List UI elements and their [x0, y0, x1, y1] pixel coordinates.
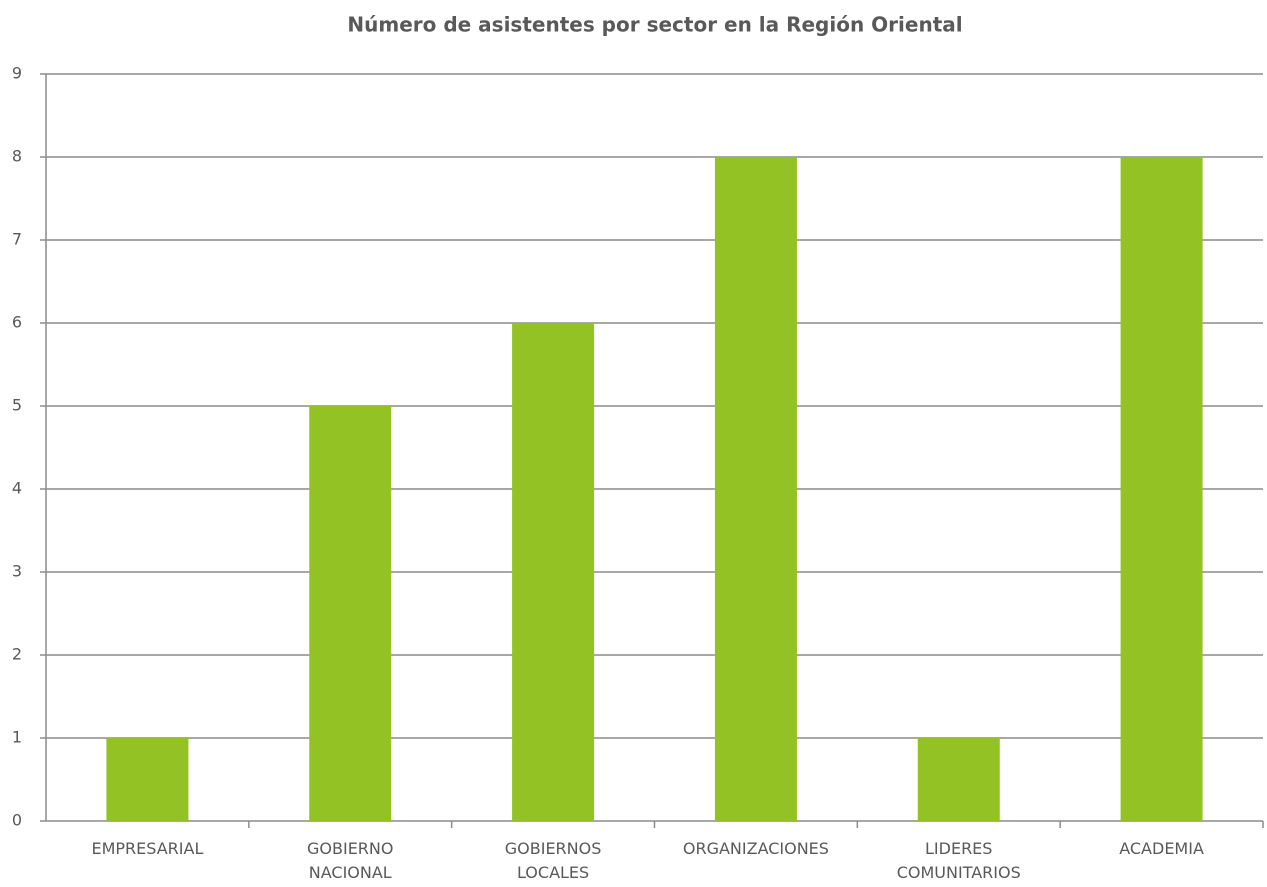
x-tick-label-box: GOBIERNOS LOCALES	[452, 837, 655, 885]
chart-title: Número de asistentes por sector en la Re…	[347, 13, 962, 37]
y-tick-label: 7	[12, 230, 22, 249]
bar	[1120, 157, 1203, 821]
y-tick-label: 4	[12, 479, 22, 498]
y-tick-label: 2	[12, 645, 22, 664]
x-tick-label: ORGANIZACIONES	[682, 839, 829, 858]
x-tick-label-box: ORGANIZACIONES	[655, 837, 858, 861]
x-tick-label: GOBIERNO NACIONAL	[307, 839, 394, 882]
bar	[106, 738, 189, 821]
x-tick-label-box: ACADEMIA	[1060, 837, 1263, 861]
bar	[917, 738, 1000, 821]
x-tick-label-box: EMPRESARIAL	[46, 837, 249, 861]
y-tick-label: 6	[12, 313, 22, 332]
x-tick-label: GOBIERNOS LOCALES	[504, 839, 602, 882]
x-tick-label-box: LIDERES COMUNITARIOS	[857, 837, 1060, 885]
y-tick-label: 9	[12, 64, 22, 83]
y-tick-label: 5	[12, 396, 22, 415]
y-tick-label: 3	[12, 562, 22, 581]
x-tick-label-box: GOBIERNO NACIONAL	[249, 837, 452, 885]
bar	[512, 323, 595, 821]
bar	[714, 157, 797, 821]
bar	[309, 406, 392, 821]
x-tick-label: ACADEMIA	[1119, 839, 1204, 858]
y-tick-label: 0	[12, 811, 22, 830]
y-tick-label: 8	[12, 147, 22, 166]
x-tick-label: EMPRESARIAL	[91, 839, 204, 858]
x-tick-label: LIDERES COMUNITARIOS	[896, 839, 1021, 882]
y-tick-label: 1	[12, 728, 22, 747]
